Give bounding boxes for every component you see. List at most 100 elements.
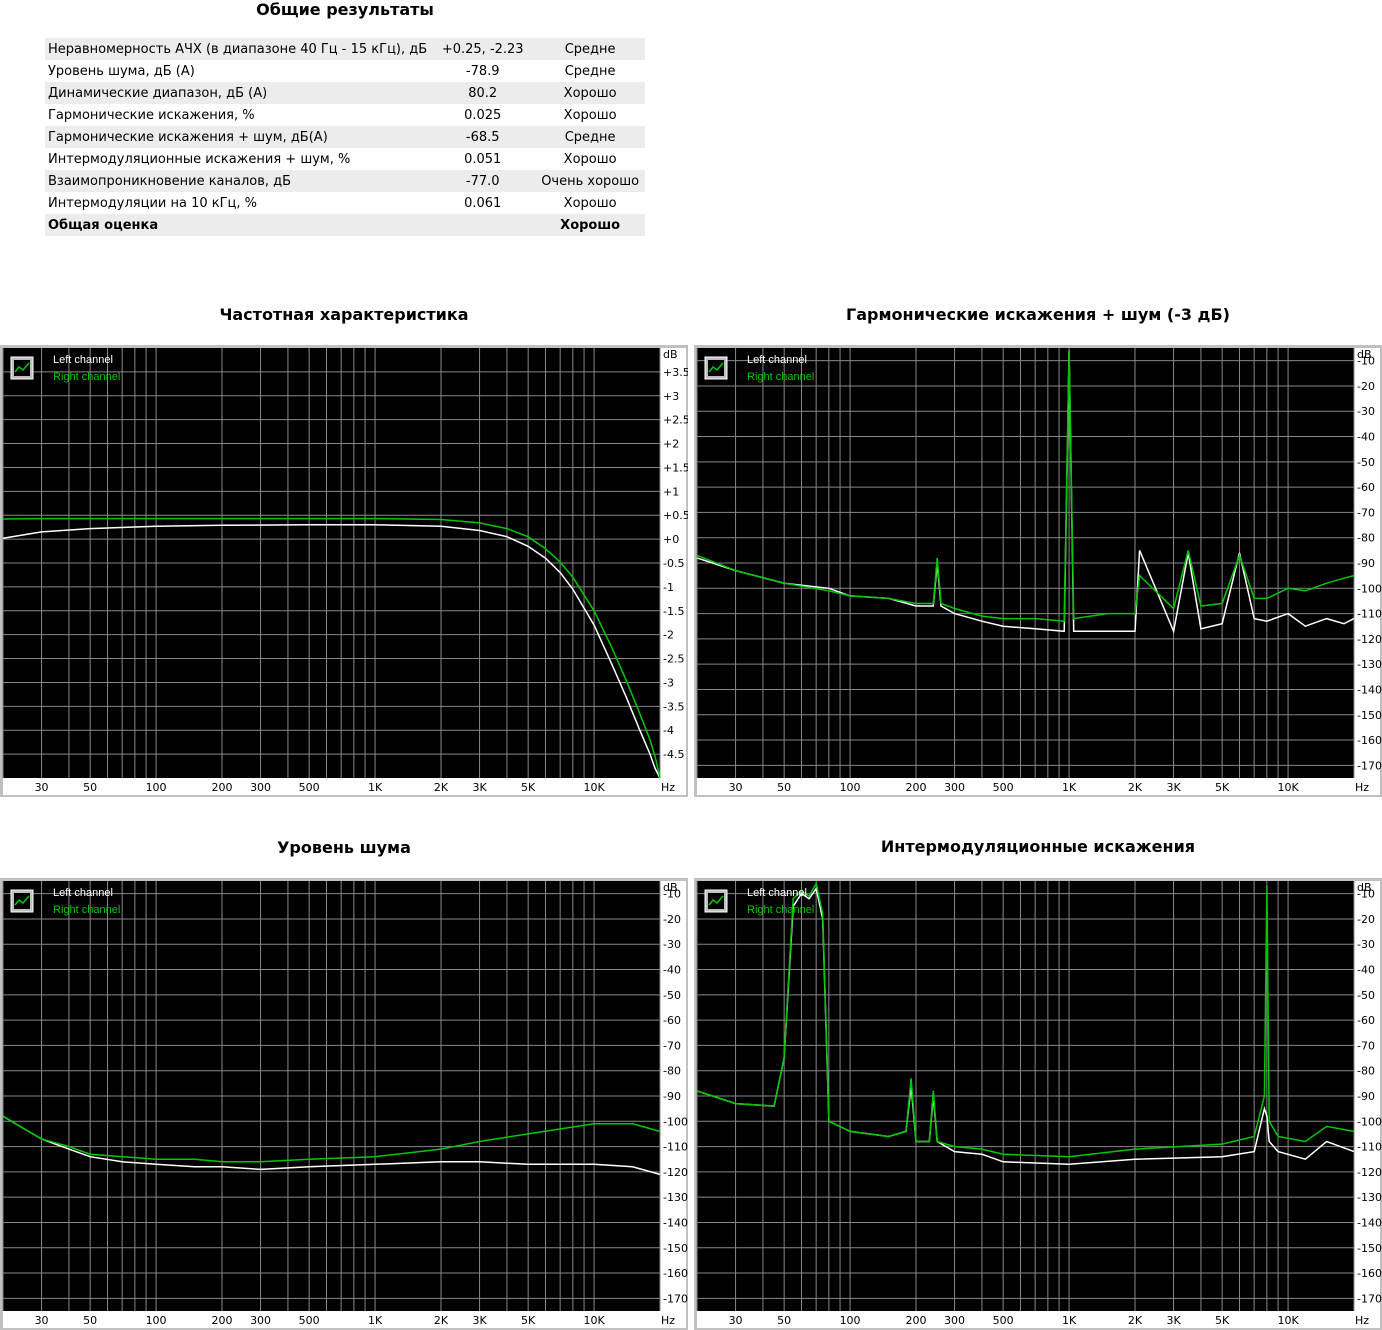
summary-title: Общие результаты (256, 0, 434, 19)
summary-total-row: Общая оценка Хорошо (45, 214, 645, 236)
y-tick-label: +2 (663, 438, 679, 451)
y-tick-label: -80 (663, 1065, 681, 1078)
legend-chart-icon-inner (708, 893, 724, 909)
y-tick-label: +2.5 (663, 414, 688, 427)
x-tick-label: 50 (777, 781, 791, 794)
y-tick-label: -130 (1357, 1191, 1382, 1204)
chart-thd-noise: 30 50 100 200 300 500 1K 2K 3K 5K 10K Hz -10 -20 -30 -4… (694, 345, 1382, 797)
summary-value: 0.061 (430, 192, 536, 214)
y-tick-label: -2 (663, 629, 674, 642)
x-tick-label: 10K (1277, 1314, 1299, 1327)
legend-chart-icon-line (708, 895, 724, 906)
summary-label: Неравномерность АЧХ (в диапазоне 40 Гц -… (45, 38, 431, 60)
x-axis-label: Hz (1355, 1314, 1369, 1327)
y-tick-label: +0.5 (663, 509, 688, 522)
y-tick-label: -40 (1357, 431, 1375, 444)
x-tick-label: 3K (1166, 781, 1181, 794)
y-tick-label: -140 (663, 1216, 688, 1229)
x-tick-label: 2K (434, 1314, 449, 1327)
x-tick-label: 300 (250, 781, 271, 794)
y-tick-label: -20 (1357, 380, 1375, 393)
y-tick-label: -2.5 (663, 653, 684, 666)
chart-title-thd-noise: Гармонические искажения + шум (-3 дБ) (846, 305, 1230, 324)
legend: Left channel Right channel (704, 354, 814, 383)
y-tick-label: -40 (1357, 964, 1375, 977)
y-tick-label: -20 (663, 913, 681, 926)
summary-label: Гармонические искажения, % (45, 104, 431, 126)
y-tick-label: -20 (1357, 913, 1375, 926)
x-tick-label: 300 (944, 1314, 965, 1327)
y-tick-label: -70 (663, 1039, 681, 1052)
y-tick-label: -60 (1357, 481, 1375, 494)
summary-row: Интермодуляции на 10 кГц, % 0.061 Хорошо (45, 192, 645, 214)
x-tick-label: 1K (368, 781, 383, 794)
legend-right-channel: Right channel (53, 904, 120, 916)
x-tick-label: 5K (521, 781, 536, 794)
y-tick-label: -4.5 (663, 748, 684, 761)
y-tick-label: -10 (663, 888, 681, 901)
summary-value: -68.5 (430, 126, 536, 148)
summary-rating: Хорошо (535, 148, 645, 170)
legend: Left channel Right channel (10, 887, 120, 916)
x-axis-strip (3, 778, 686, 795)
summary-rating: Средне (535, 38, 645, 60)
summary-value: 0.051 (430, 148, 536, 170)
summary-row: Динамические диапазон, дБ (А) 80.2 Хорошо (45, 82, 645, 104)
summary-row: Уровень шума, дБ (А) -78.9 Средне (45, 60, 645, 82)
legend-right-channel: Right channel (747, 371, 814, 383)
x-tick-label: 100 (146, 1314, 167, 1327)
x-tick-label: 200 (906, 781, 927, 794)
y-tick-label: -120 (1357, 1166, 1382, 1179)
x-tick-label: 200 (212, 1314, 233, 1327)
x-tick-label: 50 (83, 1314, 97, 1327)
x-tick-label: 2K (1128, 781, 1143, 794)
series-left-channel (2, 1115, 661, 1176)
legend-left-channel: Left channel (53, 887, 113, 899)
y-tick-label: -60 (663, 1014, 681, 1027)
y-tick-label: -80 (1357, 532, 1375, 545)
y-axis-label: dB (663, 881, 678, 894)
x-axis-strip (697, 778, 1380, 795)
y-tick-label: -1 (663, 581, 674, 594)
y-tick-label: -3.5 (663, 700, 684, 713)
chart-title-noise-level: Уровень шума (277, 838, 411, 857)
x-tick-label: 500 (299, 1314, 320, 1327)
y-tick-label: -1.5 (663, 605, 684, 618)
y-tick-label: -110 (663, 1141, 688, 1154)
x-tick-label: 30 (35, 781, 49, 794)
x-tick-label: 30 (35, 1314, 49, 1327)
x-tick-label: 2K (434, 781, 449, 794)
summary-value: 80.2 (430, 82, 536, 104)
y-axis-strip (1354, 348, 1380, 795)
y-tick-label: -170 (1357, 1292, 1382, 1305)
series-left-channel (2, 524, 661, 779)
x-tick-label: 300 (944, 781, 965, 794)
y-tick-label: -4 (663, 724, 674, 737)
x-tick-label: 50 (83, 781, 97, 794)
summary-row: Гармонические искажения + шум, дБ(А) -68.… (45, 126, 645, 148)
y-tick-label: -30 (663, 938, 681, 951)
x-tick-label: 100 (840, 1314, 861, 1327)
x-tick-label: 300 (250, 1314, 271, 1327)
legend-left-channel: Left channel (53, 354, 113, 366)
x-tick-label: 500 (299, 781, 320, 794)
summary-table: Неравномерность АЧХ (в диапазоне 40 Гц -… (45, 38, 645, 236)
x-axis-strip (3, 1311, 686, 1328)
summary-total-rating: Хорошо (535, 214, 645, 236)
y-tick-label: -110 (1357, 1141, 1382, 1154)
grid (696, 348, 1355, 778)
x-tick-label: 30 (729, 1314, 743, 1327)
x-tick-label: 1K (368, 1314, 383, 1327)
y-tick-label: -10 (1357, 888, 1375, 901)
y-tick-label: -50 (1357, 989, 1375, 1002)
chart-title-frequency-response: Частотная характеристика (219, 305, 469, 324)
series-right-channel (2, 517, 661, 779)
y-tick-label: -90 (1357, 1090, 1375, 1103)
legend-chart-icon-inner (708, 360, 724, 376)
summary-value: -78.9 (430, 60, 536, 82)
summary-rating: Хорошо (535, 82, 645, 104)
chart-noise-level: 30 50 100 200 300 500 1K 2K 3K 5K 10K Hz -10 -20 -30 -4… (0, 878, 688, 1330)
y-tick-label: -110 (1357, 608, 1382, 621)
x-tick-label: 200 (212, 781, 233, 794)
summary-label: Интермодуляции на 10 кГц, % (45, 192, 431, 214)
